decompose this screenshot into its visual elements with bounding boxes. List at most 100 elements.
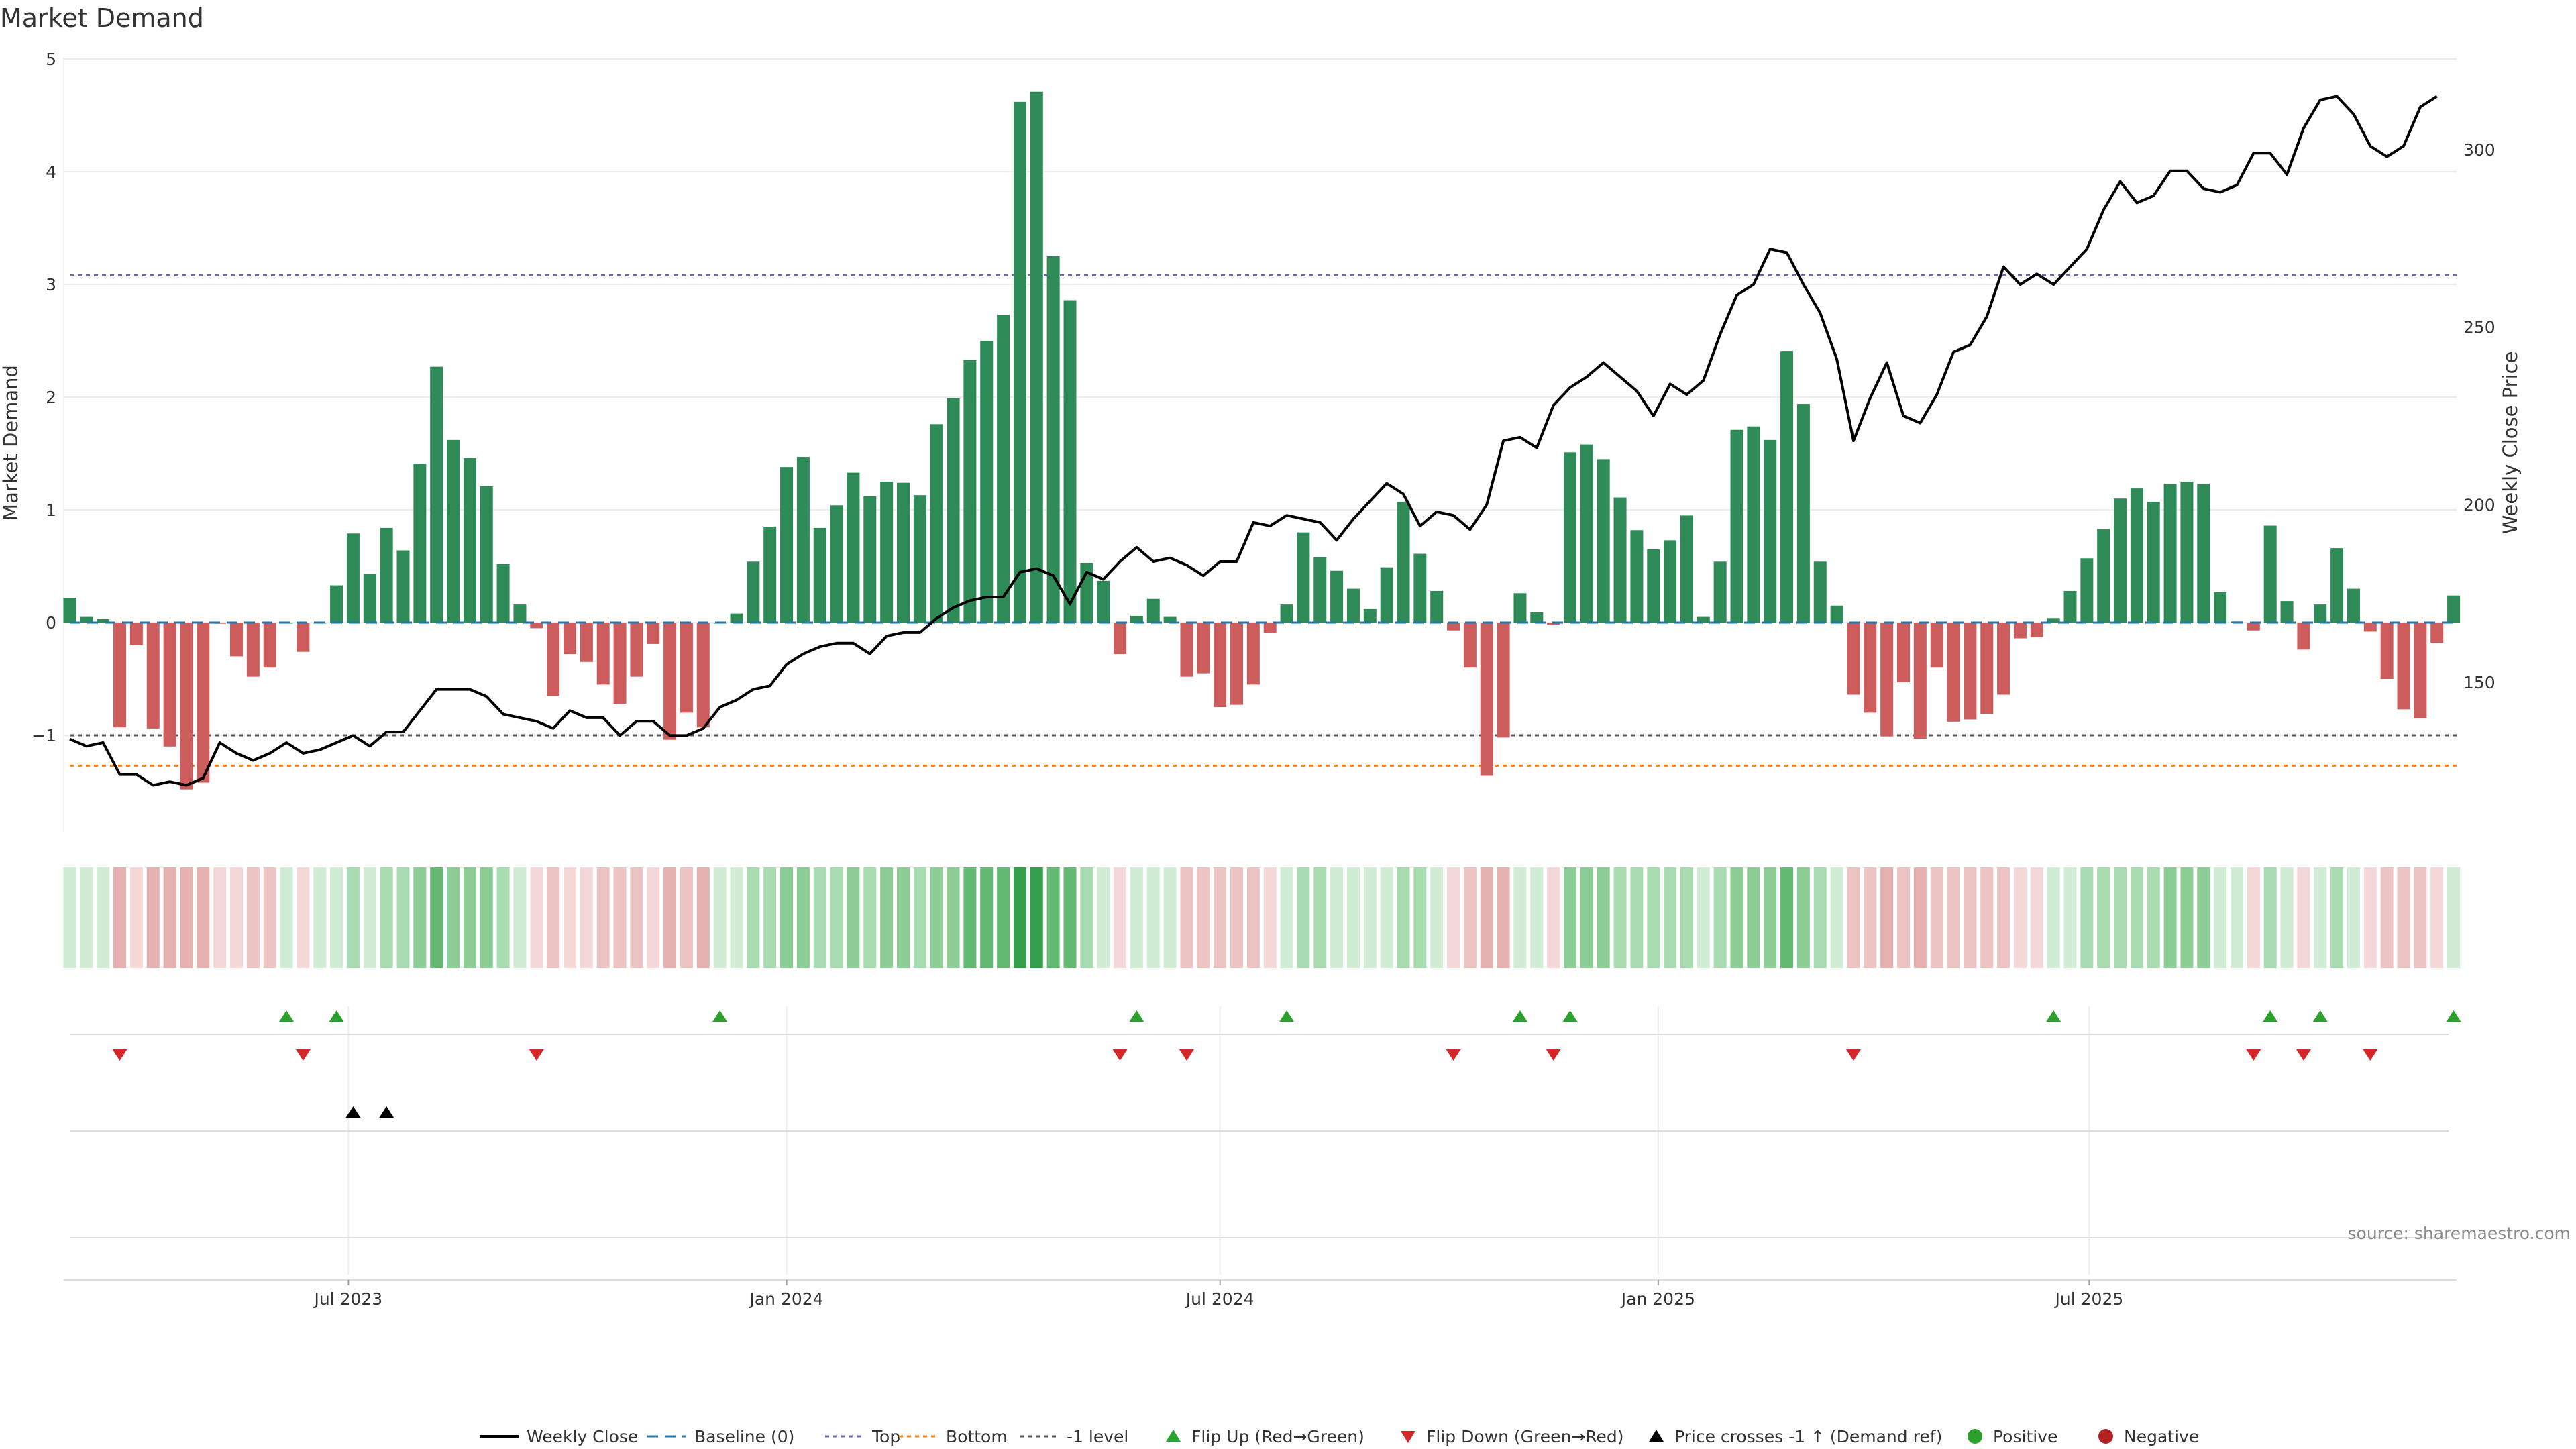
demand-bar [1897,623,1910,683]
heat-cell [1363,867,1377,968]
heat-cell [547,867,560,968]
demand-bar [480,486,493,623]
y2-tick-label: 150 [2463,673,2496,692]
demand-bar [1480,623,1493,776]
demand-bar [530,623,543,629]
legend-item-negative-dot: Negative [2098,1427,2199,1446]
heat-cell [313,867,327,968]
demand-bar [2214,592,2227,623]
demand-bar [1280,604,1293,623]
heat-cell [2280,867,2294,968]
flip-down-marker [1112,1049,1128,1061]
y-tick-label: 0 [46,613,56,633]
heat-cell [963,867,977,968]
demand-bar [1880,623,1894,737]
demand-bar [2197,484,2210,623]
heat-cell [1130,867,1143,968]
heat-cell [696,867,710,968]
flip-up-marker [2046,1010,2061,1022]
flip-down-marker [2296,1049,2311,1061]
heat-cell [1964,867,1977,968]
demand-bar [1980,623,1994,714]
heat-cell [396,867,410,968]
y2-axis-label: Weekly Close Price [2499,352,2522,535]
heat-cell [530,867,543,968]
demand-bar [1097,580,1110,623]
demand-bar [863,496,877,623]
heat-cell [1630,867,1644,968]
y-axis-left: −1 0 1 2 3 4 5 [32,50,56,745]
heat-cell [380,867,393,968]
legend-swatch [1166,1430,1181,1442]
legend-item-bottom: Bottom [899,1427,1008,1446]
heat-cell [1313,867,1327,968]
demand-bar [2297,623,2310,650]
heat-cell [730,867,743,968]
demand-bar [1713,561,1727,623]
demand-bar [1580,444,1593,623]
demand-bar [396,550,410,623]
demand-bar [1130,615,1143,623]
demand-bar [663,623,677,740]
heat-cell [163,867,176,968]
y-tick-label: 3 [46,275,56,294]
heat-cell [1097,867,1110,968]
heat-cell [280,867,293,968]
heat-cell [1263,867,1277,968]
demand-bar [1346,588,1360,623]
heat-cell [863,867,877,968]
heat-cell [1780,867,1794,968]
demand-bar [1680,515,1693,623]
demand-bar [730,613,743,623]
demand-bar [1230,623,1243,705]
heat-cell [630,867,643,968]
demand-bar [1214,623,1227,707]
demand-bar [1513,593,1527,623]
demand-bar [2330,548,2344,623]
heat-cell [1564,867,1576,968]
demand-bar [1930,623,1943,668]
heat-cell [997,867,1010,968]
heat-cell [513,867,527,968]
heat-cell [230,867,243,968]
legend-item-flip-down: Flip Down (Green→Red) [1401,1427,1624,1446]
heat-cell [1697,867,1710,968]
gridlines [63,57,2457,1281]
demand-bar [1697,616,1710,623]
heat-cell [1397,867,1410,968]
heat-cell [346,867,360,968]
heat-cell [796,867,810,968]
y-tick-label: 1 [46,500,56,520]
demand-bar [2080,558,2094,623]
flip-down-marker [2246,1049,2261,1061]
demand-bar [2147,502,2160,623]
flip-up-marker [712,1010,728,1022]
heat-cell [847,867,860,968]
flip-up-marker [2446,1010,2461,1022]
legend-item-baseline: Baseline (0) [647,1427,794,1446]
heat-cell [63,867,76,968]
demand-bar [1163,616,1177,623]
demand-bar [97,619,110,623]
flip-up-marker [279,1010,294,1022]
heat-cell [413,867,427,968]
demand-bar [363,574,376,623]
y-axis-label: Market Demand [0,365,22,521]
legend-label: Price crosses -1 ↑ (Demand ref) [1674,1427,1942,1446]
legend-label: Flip Up (Red→Green) [1191,1427,1364,1446]
demand-bar [1397,502,1410,623]
heat-cell [2063,867,2077,968]
heat-cell [913,867,926,968]
heat-cell [430,867,443,968]
demand-bar [2130,488,2143,623]
demand-bar [1313,557,1327,623]
legend-label: Weekly Close [527,1427,638,1446]
heat-cell [80,867,93,968]
demand-bar [1380,567,1393,623]
heat-cell [1980,867,1994,968]
demand-bar [63,598,76,623]
heat-cell [496,867,510,968]
heat-cell [2231,867,2243,968]
heat-cell [1864,867,1877,968]
demand-bar [2097,529,2110,623]
